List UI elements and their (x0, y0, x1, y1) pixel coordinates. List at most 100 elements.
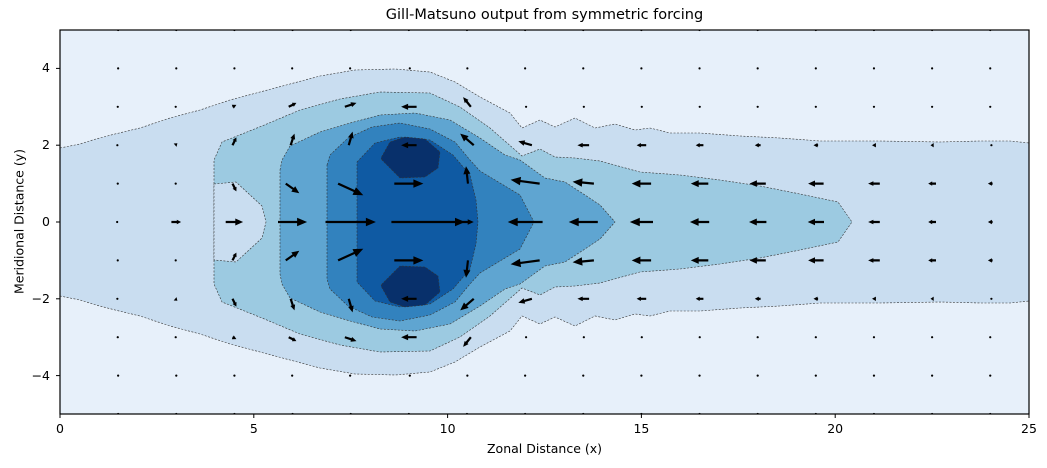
quiver-dot (524, 67, 527, 70)
quiver-arrow (278, 217, 308, 227)
quiver-dot (989, 67, 992, 70)
quiver-dot (233, 374, 236, 377)
quiver-arrow (285, 250, 300, 262)
quiver-arrow (518, 140, 533, 147)
quiver-dot (233, 67, 236, 70)
quiver-arrow (325, 217, 376, 227)
quiver-dot (872, 67, 876, 70)
y-tick-label: 0 (42, 214, 50, 229)
quiver-arrow (401, 295, 417, 302)
quiver-arrow (568, 217, 598, 227)
quiver-dot (640, 67, 643, 70)
quiver-arrow (572, 257, 594, 266)
quiver-dot (931, 105, 934, 108)
contour-level-6 (380, 136, 441, 179)
quiver-dot (931, 67, 934, 70)
quiver-arrow (868, 258, 880, 263)
x-tick-label: 25 (1021, 421, 1037, 436)
quiver-arrow (690, 256, 709, 264)
quiver-dot (175, 67, 178, 70)
quiver-dot (814, 374, 817, 377)
quiver-dot (116, 336, 119, 339)
axis-ticks (56, 67, 1030, 418)
quiver-dot (349, 374, 352, 377)
quiver-arrow (749, 218, 767, 226)
quiver-arrow (337, 248, 364, 262)
quiver-arrow (754, 296, 761, 301)
quiver-dot (466, 67, 469, 70)
quiver-dot (989, 336, 992, 339)
x-axis-label: Zonal Distance (x) (486, 441, 603, 456)
quiver-arrow (690, 180, 709, 188)
quiver-dot (174, 105, 177, 108)
quiver-dot (640, 336, 643, 339)
quiver-dot (117, 67, 120, 70)
chart-title: Gill-Matsuno output from symmetric forci… (385, 7, 704, 23)
quiver-arrow (987, 258, 993, 263)
quiver-arrow (695, 143, 704, 148)
quiver-arrow (928, 219, 936, 225)
quiver-dot (756, 336, 759, 339)
quiver-arrow (347, 131, 354, 146)
quiver-dot (814, 67, 817, 70)
y-tick-label: −4 (31, 367, 50, 383)
quiver-dot (698, 67, 701, 70)
y-tick-label: 2 (42, 137, 50, 153)
quiver-arrow (631, 256, 652, 265)
quiver-arrow (572, 178, 594, 187)
quiver-arrow (289, 133, 296, 146)
x-tick-label: 5 (249, 421, 258, 436)
quiver-arrow (987, 219, 993, 225)
quiver-arrow (987, 181, 993, 186)
quiver-dot (524, 374, 527, 377)
quiver-dot (291, 67, 294, 70)
quiver-arrow (868, 219, 880, 225)
plot-area (60, 30, 1029, 414)
quiver-arrow (507, 217, 543, 227)
quiver-arrow (463, 166, 471, 184)
quiver-arrow (289, 298, 296, 311)
quiver-dot (408, 374, 411, 377)
quiver-arrow (749, 257, 766, 264)
quiver-dot (466, 374, 469, 377)
quiver-arrow (930, 296, 934, 301)
quiver-arrow (577, 142, 590, 148)
quiver-dot (990, 297, 993, 300)
quiver-dot (174, 259, 177, 262)
quiver-arrow (577, 296, 590, 302)
quiver-arrow (872, 143, 876, 148)
y-tick-label: 4 (42, 60, 50, 76)
quiver-dot (408, 67, 411, 70)
quiver-arrow (510, 176, 540, 186)
quiver-arrow (337, 182, 364, 196)
quiver-arrow (695, 296, 704, 301)
quiver-dot (698, 336, 701, 339)
quiver-arrow (813, 143, 819, 148)
quiver-dot (174, 182, 177, 185)
quiver-dot (756, 374, 759, 377)
quiver-arrow (394, 179, 424, 188)
quiver-arrow (928, 181, 936, 186)
quiver-arrow (636, 143, 647, 148)
quiver-arrow (463, 97, 472, 108)
quiver-dot (640, 105, 643, 108)
quiver-arrow (391, 217, 465, 227)
quiver-arrow (173, 143, 178, 147)
x-tick-label: 10 (439, 421, 456, 436)
quiver-dot (872, 336, 876, 339)
quiver-dot (291, 374, 294, 377)
quiver-dot (116, 259, 119, 262)
x-tick-label: 20 (827, 421, 844, 436)
quiver-dot (756, 67, 759, 70)
quiver-arrow (808, 257, 824, 264)
quiver-dot (582, 105, 585, 108)
quiver-arrow (460, 133, 475, 146)
quiver-arrow (629, 217, 653, 227)
quiver-dot (116, 220, 119, 224)
quiver-dot (349, 67, 352, 70)
quiver-arrow (401, 334, 417, 341)
contour-fill-group (60, 68, 1029, 376)
quiver-arrow (930, 143, 934, 148)
quiver-arrow (754, 143, 761, 148)
quiver-dot (116, 105, 119, 108)
